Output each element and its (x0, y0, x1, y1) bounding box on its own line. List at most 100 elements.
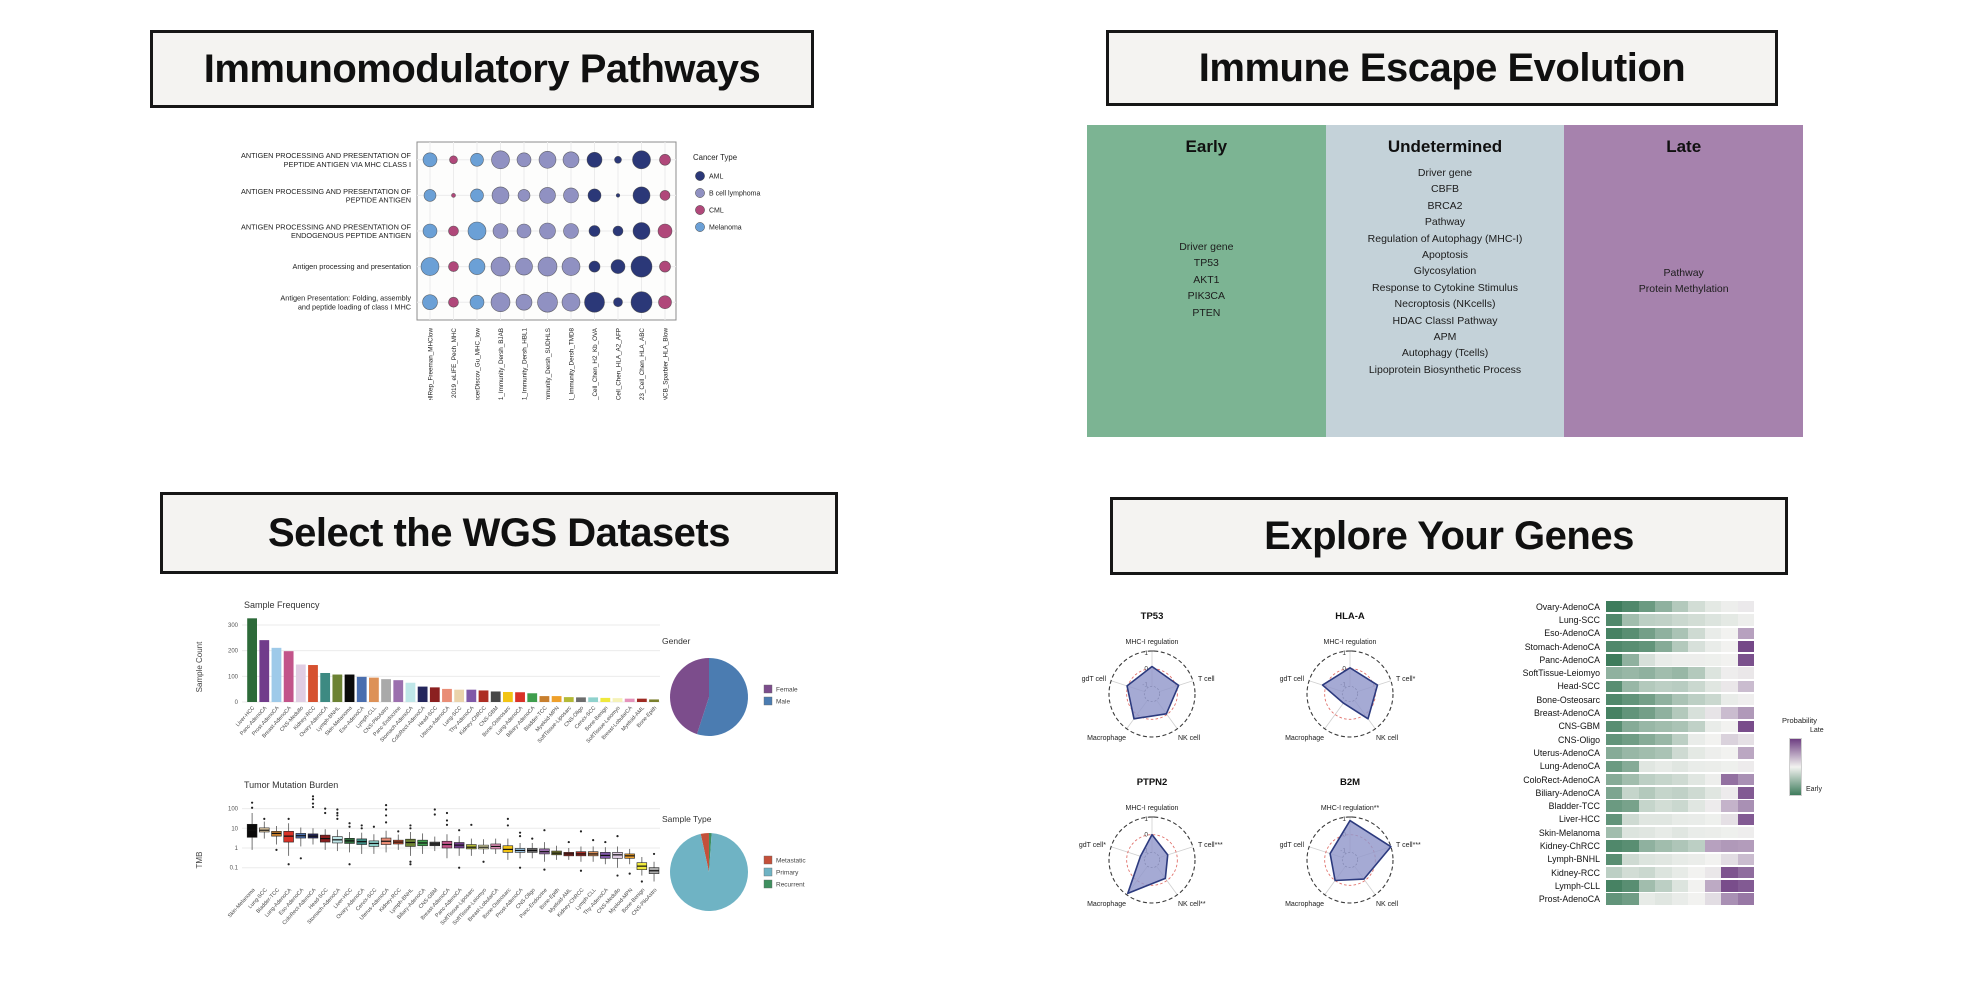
pathway-dotplot-chart[interactable]: ANTIGEN PROCESSING AND PRESENTATION OFPE… (205, 112, 855, 400)
svg-text:Metastatic: Metastatic (776, 858, 806, 865)
svg-text:2021_Immunity_Dersh_BJAB: 2021_Immunity_Dersh_BJAB (498, 328, 505, 400)
frequency-bar (417, 686, 428, 702)
explore-title: Explore Your Genes (1264, 513, 1634, 558)
tumor-mutation-burden-chart[interactable]: Tumor Mutation BurdenTMB0.1110100Skin-Me… (188, 768, 668, 980)
heat-row-label: Kidney-ChRCC (1539, 840, 1600, 851)
heat-row-label: SoftTissue-Leiomyo (1522, 668, 1600, 679)
pathway-dot (587, 188, 602, 203)
escape-list-item: Response to Cytokine Stimulus (1372, 281, 1518, 294)
pathway-dot (467, 221, 487, 241)
frequency-bar (454, 689, 465, 702)
heat-row-bar (1606, 654, 1754, 666)
svg-text:Macrophage: Macrophage (1285, 901, 1324, 908)
escape-column-undetermined[interactable]: Undetermined Driver gene CBFB BRCA2 Pathway R… (1325, 125, 1565, 437)
escape-list-item: HDAC ClassI Pathway (1392, 314, 1498, 327)
heat-row-label: CNS-Oligo (1557, 734, 1600, 745)
heat-row: Lung-SCC (1496, 613, 1758, 626)
heat-row: Skin-Melanoma (1496, 826, 1758, 839)
heat-row-bar (1606, 627, 1754, 639)
heat-row: Kidney-ChRCC (1496, 839, 1758, 852)
escape-list-item: Protein Methylation (1638, 283, 1729, 296)
escape-column-early[interactable]: Early Driver gene TP53 AKT1 PIK3CA PTEN (1087, 125, 1326, 437)
heat-row-label: Lung-AdenoCA (1539, 761, 1600, 772)
pathway-dot (584, 291, 605, 313)
svg-text:0: 0 (1144, 832, 1148, 839)
heat-row-label: Skin-Melanoma (1538, 827, 1600, 838)
pathway-dot (491, 186, 510, 205)
heat-row-bar (1606, 840, 1754, 852)
svg-text:NK cell**: NK cell** (1178, 901, 1206, 908)
heat-row: Bone-Osteosarc (1496, 693, 1758, 706)
svg-text:AML: AML (709, 173, 724, 180)
escape-column-late[interactable]: Late Pathway Protein Methylation (1564, 125, 1804, 437)
pathway-dot (657, 223, 673, 239)
frequency-bar (405, 682, 416, 702)
svg-text:1: 1 (1144, 816, 1148, 823)
svg-text:PTPN2: PTPN2 (1137, 777, 1168, 788)
immunomodulatory-title-box[interactable]: Immunomodulatory Pathways (150, 30, 814, 108)
svg-text:T cell: T cell (1198, 676, 1215, 683)
heat-row-bar (1606, 667, 1754, 679)
svg-text:T cell***: T cell*** (1198, 842, 1223, 849)
frequency-bar (356, 676, 367, 702)
svg-text:Male: Male (776, 699, 790, 706)
escape-list-item: Pathway (1424, 216, 1466, 229)
svg-text:100: 100 (228, 674, 239, 680)
gender-pie-chart[interactable]: Gender Female Male (652, 592, 852, 762)
immune-escape-title-box[interactable]: Immune Escape Evolution (1106, 30, 1778, 106)
svg-text:NK cell: NK cell (1178, 735, 1201, 742)
svg-text:Tumor Mutation Burden: Tumor Mutation Burden (244, 780, 338, 790)
panel-immune-escape-evolution: Immune Escape Evolution (988, 0, 1976, 490)
evolution-timing-heatmap[interactable]: Ovary-AdenoCA Lung-SCC Eso-AdenoCA Stomach-… (1496, 600, 1758, 906)
frequency-bar (527, 693, 538, 702)
sample-type-pie-chart[interactable]: Sample Type Metastatic Primary Recurrent (652, 768, 852, 958)
heat-row-bar (1606, 707, 1754, 719)
frequency-bar (478, 690, 489, 702)
svg-text:0.1: 0.1 (230, 866, 239, 872)
heat-row-label: Biliary-AdenoCA (1535, 787, 1600, 798)
immune-escape-title: Immune Escape Evolution (1198, 45, 1686, 90)
pathway-dot (562, 151, 580, 169)
pathway-dot (659, 260, 671, 273)
pathway-dot (517, 189, 531, 202)
frequency-bar (320, 672, 331, 702)
heat-row-bar (1606, 773, 1754, 786)
pathway-dot (539, 187, 556, 204)
svg-text:1: 1 (1342, 650, 1346, 657)
svg-text:Sample Frequency: Sample Frequency (244, 600, 320, 610)
escape-column-header: Early (1185, 137, 1228, 156)
immunomodulatory-title: Immunomodulatory Pathways (203, 46, 761, 91)
svg-text:0: 0 (235, 700, 239, 706)
svg-text:2023_Cell_Chen_HLA_ABC: 2023_Cell_Chen_HLA_ABC (639, 328, 646, 400)
svg-text:T cell***: T cell*** (1396, 842, 1421, 849)
pathway-dot (423, 189, 437, 202)
frequency-bar (344, 674, 355, 702)
svg-text:MHC-I regulation: MHC-I regulation (1324, 639, 1377, 646)
wgs-title-box[interactable]: Select the WGS Datasets (160, 492, 838, 574)
radar-polygon (1321, 666, 1379, 720)
svg-text:2021_Immunity_Dersh_HBL1: 2021_Immunity_Dersh_HBL1 (522, 328, 529, 400)
pie-slice-male (696, 658, 749, 736)
frequency-bar (539, 696, 550, 702)
svg-text:2023_NCB_Sparbier_HLA_Blow: 2023_NCB_Sparbier_HLA_Blow (663, 328, 670, 400)
pathway-dot (610, 259, 626, 274)
heat-row-bar (1606, 640, 1754, 653)
svg-text:Cancer Type: Cancer Type (693, 153, 737, 162)
pathway-dot (537, 291, 558, 313)
escape-list-item: Lipoprotein Biosynthetic Process (1368, 363, 1522, 376)
explore-title-box[interactable]: Explore Your Genes (1110, 497, 1788, 575)
heat-row-label: ColoRect-AdenoCA (1523, 774, 1600, 785)
pathway-dot (448, 296, 459, 308)
heat-row-label: Bladder-TCC (1548, 801, 1600, 812)
immune-escape-columns: Early Driver gene TP53 AKT1 PIK3CA PTEN Undete… (1087, 125, 1804, 437)
pathway-dot (659, 190, 671, 201)
heat-row-label: Head-SCC (1557, 681, 1600, 692)
heat-row-bar (1606, 747, 1754, 759)
